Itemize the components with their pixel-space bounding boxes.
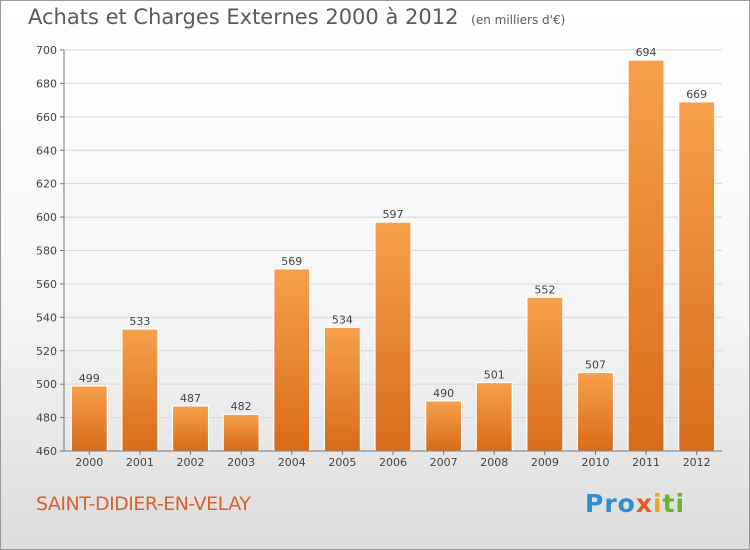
bar-2008	[475, 381, 513, 452]
y-tick-label: 580	[36, 245, 57, 258]
bar-2006	[374, 221, 412, 452]
x-tick-label-2003: 2003	[227, 456, 255, 469]
logo-part-1: Pro	[585, 489, 636, 518]
x-tick-label-2008: 2008	[480, 456, 508, 469]
bar-2007	[425, 400, 463, 452]
data-label-2002: 487	[180, 392, 201, 405]
x-tick-label-2004: 2004	[278, 456, 306, 469]
x-tick-label-2005: 2005	[328, 456, 356, 469]
y-tick-label: 460	[36, 445, 57, 458]
commune-name: SAINT-DIDIER-EN-VELAY	[36, 493, 251, 515]
data-label-2010: 507	[585, 358, 606, 371]
bar-2002	[171, 405, 210, 452]
data-label-2001: 533	[129, 315, 150, 328]
bar-2001	[121, 328, 159, 452]
bar-2004	[273, 268, 311, 452]
x-tick-label-2002: 2002	[177, 456, 205, 469]
bar-2000	[70, 385, 108, 452]
x-tick-label-2006: 2006	[379, 456, 407, 469]
y-tick-label: 660	[36, 111, 57, 124]
data-label-2006: 597	[383, 208, 404, 221]
y-tick-label: 600	[36, 211, 57, 224]
y-tick-label: 620	[36, 178, 57, 191]
y-tick-label: 700	[36, 44, 57, 57]
x-tick-label-2007: 2007	[430, 456, 458, 469]
data-label-2007: 490	[433, 387, 454, 400]
logo-part-2: x	[635, 489, 653, 518]
bar-2005	[323, 326, 361, 452]
logo-part-4: ti	[662, 489, 686, 518]
x-tick-label-2010: 2010	[581, 456, 609, 469]
y-tick-label: 640	[36, 144, 57, 157]
y-tick-label: 680	[36, 77, 57, 90]
data-label-2004: 569	[281, 255, 302, 268]
bars-layer: 499 533 487 482 569 534 597 490 501 552 507 694 669	[70, 46, 716, 452]
bar-2012	[678, 101, 716, 452]
x-tick-label-2012: 2012	[683, 456, 711, 469]
x-tick-label-2011: 2011	[632, 456, 660, 469]
chart-unit-note: (en milliers d'€)	[471, 13, 566, 27]
data-label-2003: 482	[231, 400, 252, 413]
data-label-2000: 499	[79, 372, 100, 385]
y-tick-label: 560	[36, 278, 57, 291]
bar-2011	[627, 59, 665, 452]
bar-2010	[576, 371, 615, 452]
axis-layer: 460 480 500 520 540 560 580 600 620 640 660 680 700 2…	[36, 44, 722, 469]
y-tick-label: 540	[36, 311, 57, 324]
data-label-2008: 501	[484, 368, 505, 381]
bar-2003	[222, 413, 260, 452]
chart-title-text: Achats et Charges Externes 2000 à 2012	[28, 5, 459, 29]
data-label-2005: 534	[332, 313, 353, 326]
x-tick-label-2001: 2001	[126, 456, 154, 469]
logo-part-3: i	[652, 489, 663, 518]
chart-title: Achats et Charges Externes 2000 à 2012 (…	[28, 5, 565, 29]
x-tick-label-2009: 2009	[531, 456, 559, 469]
data-label-2009: 552	[534, 283, 555, 296]
proxiti-logo: Proxiti	[585, 489, 685, 518]
x-tick-label-2000: 2000	[75, 456, 103, 469]
y-tick-label: 520	[36, 345, 57, 358]
bar-2009	[526, 296, 564, 452]
y-tick-label: 500	[36, 378, 57, 391]
data-label-2012: 669	[686, 88, 707, 101]
y-tick-label: 480	[36, 412, 57, 425]
data-label-2011: 694	[636, 46, 657, 59]
